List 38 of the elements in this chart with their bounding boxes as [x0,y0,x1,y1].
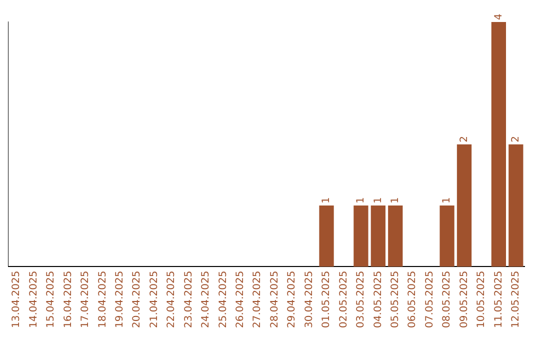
x-tick-label: 10.05.2025 [476,270,488,328]
x-tick-label: 03.05.2025 [356,270,367,328]
x-tick-label: 21.04.2025 [148,270,160,328]
x-tick-label: 26.04.2025 [235,270,246,328]
x-tick-label: 20.04.2025 [132,270,143,328]
x-tick-label: 29.04.2025 [286,270,298,328]
x-tick-label: 23.04.2025 [183,270,194,328]
x-tick-label: 01.05.2025 [321,270,332,328]
x-tick-label: 17.04.2025 [80,270,92,328]
x-tick-label: 13.04.2025 [11,270,22,328]
x-tick-label: 25.04.2025 [218,270,229,328]
x-tick-label: 28.04.2025 [269,270,280,328]
x-tick-label: 04.05.2025 [372,270,384,328]
x-tick-label: 11.05.2025 [493,270,504,328]
x-tick-label: 27.04.2025 [252,270,264,328]
data-label: 1 [442,197,453,204]
data-label: 4 [493,14,504,20]
x-tick-label: 02.05.2025 [338,270,350,328]
x-tick-label: 12.05.2025 [510,270,522,328]
x-tick-label: 14.04.2025 [28,270,40,328]
x-tick-label: 07.05.2025 [424,270,436,328]
data-label: 2 [510,136,522,142]
x-tick-label: 24.04.2025 [200,270,212,328]
x-tick-label: 18.04.2025 [97,270,108,328]
data-label: 1 [321,197,332,204]
data-label: 2 [458,136,470,142]
data-label: 1 [390,197,401,204]
x-tick-label: 09.05.2025 [458,270,470,328]
x-tick-label: 06.05.2025 [407,270,418,328]
x-tick-label: 15.04.2025 [46,270,57,328]
x-tick-label: 16.04.2025 [62,270,74,328]
x-tick-label: 22.04.2025 [166,270,178,328]
x-tick-label: 19.04.2025 [114,270,126,328]
data-label: 1 [356,197,367,204]
x-tick-label: 08.05.2025 [442,270,453,328]
data-label: 1 [372,197,384,204]
x-tick-label: 30.04.2025 [304,270,315,328]
x-tick-label: 05.05.2025 [390,270,401,328]
